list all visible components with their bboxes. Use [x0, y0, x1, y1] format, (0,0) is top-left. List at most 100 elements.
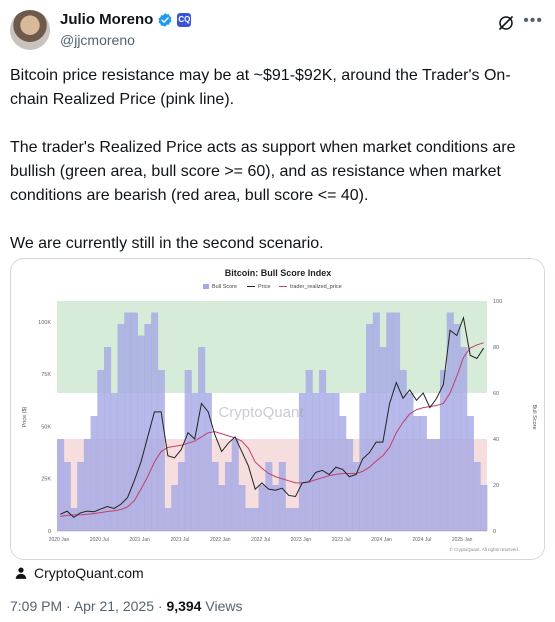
bull-score-bar — [325, 393, 333, 531]
x-tick-label: 2020 Jul — [90, 537, 109, 543]
tweet-metadata: 7:09 PM · Apr 21, 2025 · 9,394 Views — [10, 598, 242, 614]
right-tick-label: 60 — [493, 391, 499, 397]
x-tick-label: 2021 Jan — [129, 537, 150, 543]
chart-image[interactable]: Bitcoin: Bull Score Index Bull Score Pric… — [10, 258, 545, 560]
x-tick-label: 2020 Jan — [49, 537, 70, 543]
bull-score-bar — [218, 485, 226, 531]
bull-score-bar — [258, 485, 266, 531]
source-label[interactable]: CryptoQuant.com — [34, 565, 144, 581]
bull-score-bar — [137, 335, 145, 531]
bull-score-bars — [57, 312, 488, 531]
bull-score-bar — [439, 370, 448, 531]
bull-score-bar — [157, 370, 165, 531]
author-handle[interactable]: @jjcmoreno — [60, 32, 135, 48]
left-axis-label: Price ($) — [22, 406, 28, 427]
bull-score-bar — [386, 312, 394, 531]
right-tick-label: 40 — [493, 437, 499, 443]
bull-score-bar — [70, 508, 78, 531]
x-tick-label: 2024 Jul — [412, 537, 431, 543]
bull-score-bar — [265, 462, 273, 531]
bull-score-bar — [433, 439, 441, 531]
chart-legend: Bull Score Price trader_realized_price — [203, 284, 342, 290]
bull-score-bar — [251, 508, 259, 531]
bull-score-bar — [466, 416, 474, 531]
chart-source[interactable]: CryptoQuant.com — [14, 565, 144, 581]
more-options-icon[interactable]: ••• — [523, 12, 543, 29]
bull-score-bar — [177, 462, 186, 531]
left-tick-label: 100K — [38, 320, 51, 326]
metadata-separator: · — [62, 598, 74, 614]
bull-score-bar — [144, 324, 152, 531]
chart-watermark: CryptoQuant — [218, 404, 304, 421]
bull-score-bar — [204, 393, 212, 531]
legend-label: trader_realized_price — [290, 284, 342, 290]
bull-score-bar — [372, 312, 380, 531]
left-tick-label: 75K — [41, 372, 51, 378]
views-count: 9,394 — [166, 598, 202, 614]
bull-score-bar — [352, 462, 360, 531]
bull-score-bar — [245, 508, 253, 531]
person-icon — [15, 567, 27, 579]
x-tick-label: 2023 Jan — [291, 537, 312, 543]
legend-swatch-bull-score — [203, 284, 209, 289]
bull-score-bar — [130, 312, 139, 531]
bull-score-bar — [110, 393, 118, 531]
bull-score-chart: Bitcoin: Bull Score Index Bull Score Pric… — [11, 259, 544, 559]
chart-credit: © CryptoQuant. All rights reserved. — [449, 546, 519, 552]
bull-score-bar — [426, 439, 434, 531]
bull-score-bar — [399, 370, 407, 531]
bull-score-bar — [117, 324, 125, 531]
author-name-row: Julio Moreno CQ — [60, 11, 192, 28]
x-tick-label: 2021 Jul — [170, 537, 189, 543]
bull-score-bar — [97, 370, 105, 531]
bull-score-bar — [406, 393, 414, 531]
bull-score-bar — [90, 416, 98, 531]
right-tick-label: 20 — [493, 483, 499, 489]
bull-score-bar — [77, 462, 85, 531]
bull-score-bar — [191, 393, 199, 531]
tweet-time[interactable]: 7:09 PM — [10, 598, 63, 614]
bull-score-bar — [359, 393, 367, 531]
legend-label: Price — [258, 284, 271, 290]
author-name[interactable]: Julio Moreno — [60, 11, 154, 28]
left-tick-label: 0 — [48, 529, 51, 535]
left-tick-label: 50K — [41, 424, 51, 430]
left-tick-label: 25K — [41, 477, 51, 483]
bull-score-bar — [124, 312, 132, 531]
chart-axes: 0 25K 50K 75K 100K 0 20 40 60 80 100 2020 Jan 2020 J… — [38, 299, 502, 543]
bull-score-bar — [83, 439, 91, 531]
avatar[interactable] — [10, 10, 50, 50]
bull-score-bar — [419, 416, 427, 531]
right-axis-label: Bull Score — [531, 404, 537, 429]
x-tick-label: 2022 Jan — [210, 537, 231, 543]
bull-score-bar — [278, 462, 286, 531]
tweet-paragraph: The trader's Realized Price acts as supp… — [10, 139, 516, 204]
verified-badge-icon — [158, 12, 172, 27]
bull-score-bar — [224, 462, 233, 531]
grok-icon[interactable] — [497, 14, 515, 32]
bull-score-bar — [473, 462, 481, 531]
bull-score-bar — [305, 370, 313, 531]
realized-price-line — [60, 342, 484, 517]
bull-score-bar — [292, 508, 300, 531]
bull-score-bar — [211, 462, 219, 531]
chart-title: Bitcoin: Bull Score Index — [225, 268, 332, 278]
bull-score-bar — [164, 508, 172, 531]
bull-score-bar — [480, 485, 488, 531]
views-label: Views — [201, 598, 243, 614]
bull-score-bar — [63, 462, 71, 531]
affiliate-badge-icon[interactable]: CQ — [177, 12, 192, 27]
legend-label: Bull Score — [212, 284, 237, 290]
bull-score-bar — [332, 393, 340, 531]
bull-score-bar — [238, 485, 246, 531]
tweet-paragraph: Bitcoin price resistance may be at ~$91-… — [10, 67, 511, 108]
bull-score-bar — [272, 485, 280, 531]
x-tick-label: 2022 Jul — [251, 537, 270, 543]
tweet-text: Bitcoin price resistance may be at ~$91-… — [10, 64, 540, 280]
bull-score-bar — [312, 393, 320, 531]
bull-score-bar — [198, 347, 206, 531]
tweet-date[interactable]: Apr 21, 2025 — [73, 598, 154, 614]
right-tick-label: 0 — [493, 529, 496, 535]
bull-score-bar — [392, 312, 401, 531]
tweet-header: Julio Moreno CQ @jjcmoreno ••• — [10, 6, 545, 58]
